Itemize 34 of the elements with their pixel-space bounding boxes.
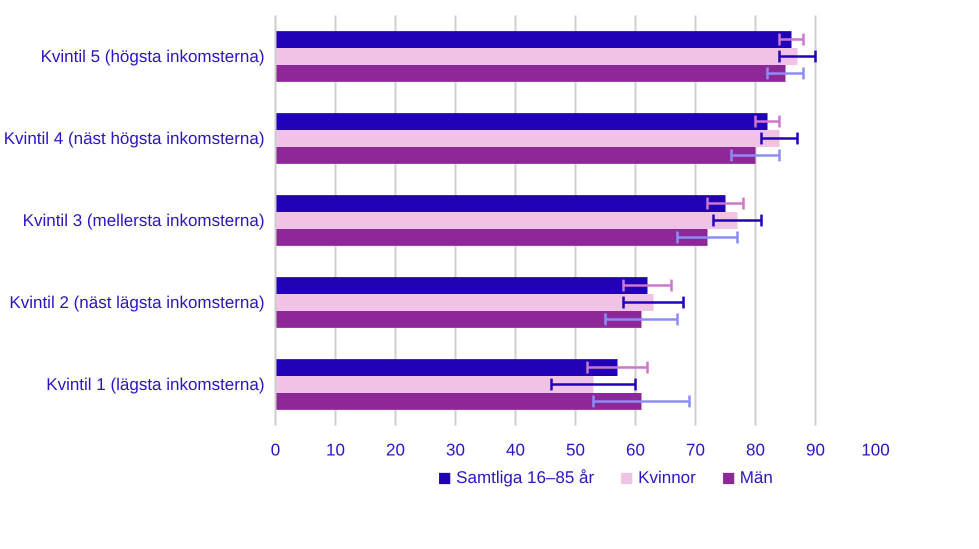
x-tick-label: 40 xyxy=(506,440,525,460)
y-tick-label: Kvintil 5 (högsta inkomsterna) xyxy=(40,47,265,66)
legend-label: Kvinnor xyxy=(638,468,696,488)
bar xyxy=(276,310,642,328)
x-tick-label: 90 xyxy=(806,440,825,460)
bar xyxy=(276,195,726,212)
x-tick-label: 80 xyxy=(746,440,765,460)
bar xyxy=(276,392,642,410)
legend-label: Män xyxy=(740,468,773,488)
x-tick-label: 0 xyxy=(270,440,280,460)
bar xyxy=(276,146,756,164)
x-tick-label: 100 xyxy=(861,440,890,460)
bar xyxy=(276,31,792,48)
x-tick-label: 70 xyxy=(686,440,705,460)
x-tick-label: 50 xyxy=(566,440,585,460)
bar xyxy=(276,64,786,82)
x-tick-label: 20 xyxy=(386,440,405,460)
bar xyxy=(276,376,594,393)
y-tick-label: Kvintil 3 (mellersta inkomsterna) xyxy=(22,211,265,230)
bar xyxy=(276,294,654,311)
x-tick-label: 10 xyxy=(326,440,345,460)
y-tick-label: Kvintil 4 (näst högsta inkomsterna) xyxy=(4,129,265,148)
bar xyxy=(276,277,648,294)
bar xyxy=(276,130,780,147)
y-tick-label: Kvintil 1 (lägsta inkomsterna) xyxy=(46,375,265,394)
bar xyxy=(276,228,708,246)
bar xyxy=(276,113,768,130)
x-tick-label: 30 xyxy=(446,440,465,460)
bar xyxy=(276,359,618,376)
legend-label: Samtliga 16–85 år xyxy=(456,468,594,488)
bar xyxy=(276,48,798,65)
bar xyxy=(276,212,738,229)
x-tick-label: 60 xyxy=(626,440,645,460)
y-tick-label: Kvintil 2 (näst lägsta inkomsterna) xyxy=(9,293,264,312)
